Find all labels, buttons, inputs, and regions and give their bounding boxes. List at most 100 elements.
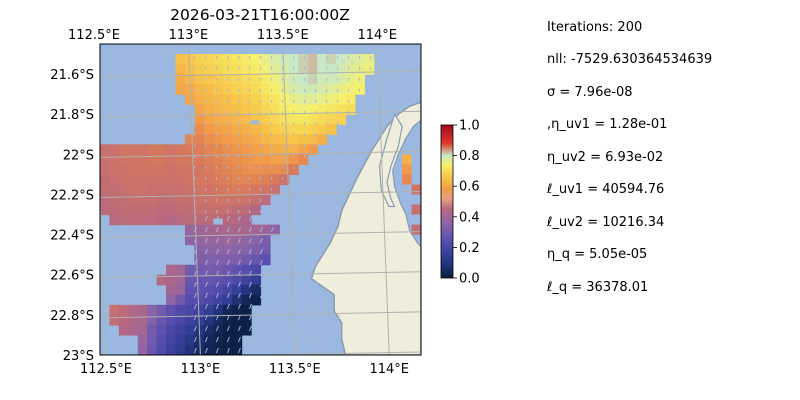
field-cell: [222, 54, 233, 65]
field-cell: [156, 154, 167, 165]
field-cell: [317, 64, 328, 75]
velocity-arrow: [292, 259, 296, 266]
field-cell: [232, 344, 243, 355]
field-cell: [260, 174, 271, 186]
field-cell: [213, 324, 224, 336]
velocity-arrow: [325, 325, 329, 332]
field-cell: [232, 224, 243, 236]
field-cell: [279, 124, 290, 135]
param-eta-uv1: ,η_uv1 = 1.28e-01: [547, 117, 668, 132]
field-cell: [194, 164, 205, 176]
field-cell: [100, 164, 111, 176]
field-cell: [232, 84, 243, 95]
field-cell: [147, 344, 158, 355]
field-cell: [279, 94, 290, 105]
field-cell: [147, 304, 158, 316]
field-cell: [222, 204, 233, 216]
field-cell: [279, 154, 290, 165]
field-cell: [194, 64, 205, 75]
field-cell: [213, 224, 224, 236]
field-cell: [222, 154, 233, 165]
velocity-arrow: [303, 237, 307, 244]
field-cell: [128, 304, 139, 316]
field-cell: [109, 154, 120, 165]
field-cell: [222, 274, 233, 286]
field-cell: [213, 104, 224, 115]
field-cell: [260, 154, 271, 165]
field-cell: [251, 294, 262, 306]
field-cell: [166, 184, 177, 196]
field-cell: [241, 214, 252, 226]
field-cell: [128, 324, 139, 336]
field-cell: [137, 184, 148, 196]
field-cell: [298, 104, 309, 115]
field-cell: [251, 124, 262, 135]
field-cell: [269, 184, 280, 196]
velocity-arrow: [237, 292, 241, 299]
velocity-arrow: [270, 237, 274, 244]
velocity-arrow: [259, 303, 263, 310]
grid-line-horizontal: [100, 190, 421, 198]
field-cell: [298, 114, 309, 125]
param-eta-uv2: η_uv2 = 6.93e-02: [547, 150, 664, 165]
colorbar-tick-label: 0.6: [459, 180, 480, 195]
grid-line-horizontal: [100, 70, 421, 78]
gulf-field-cells: [402, 154, 421, 235]
field-cell: [232, 174, 243, 186]
field-cell: [241, 64, 252, 75]
velocity-arrow: [270, 226, 274, 233]
field-cell: [156, 274, 167, 286]
velocity-arrow: [270, 215, 274, 222]
water-patch: [251, 120, 259, 125]
velocity-arrow: [193, 325, 197, 332]
field-cell: [194, 114, 205, 125]
field-cell: [118, 194, 129, 206]
velocity-arrow: [259, 215, 263, 222]
water-patches: [213, 120, 259, 225]
field-cell: [222, 234, 233, 246]
field-cell: [203, 154, 214, 165]
field-cell: [203, 144, 214, 155]
field-cell: [175, 304, 186, 316]
field-cell: [184, 294, 196, 306]
field-cell: [175, 214, 186, 226]
field-cell: [260, 244, 271, 256]
field-cell: [184, 334, 196, 346]
field-cell: [241, 284, 252, 296]
velocity-arrow: [325, 215, 329, 222]
field-cell: [184, 194, 196, 206]
field-cell: [109, 174, 120, 186]
field-cell: [184, 144, 196, 155]
field-cell: [175, 154, 186, 165]
field-cell: [222, 284, 233, 296]
grid-line-horizontal: [233, 351, 421, 355]
field-cell: [241, 74, 252, 85]
field-cell: [203, 324, 214, 336]
velocity-arrow: [259, 226, 263, 233]
velocity-arrow: [325, 237, 329, 244]
velocity-arrow: [215, 281, 219, 288]
field-cell: [317, 54, 328, 65]
field-cell: [269, 114, 280, 125]
field-cell: [288, 164, 299, 176]
field-cell: [232, 144, 243, 155]
velocity-arrow: [303, 248, 307, 255]
field-cell: [241, 264, 252, 276]
param-ell-uv1: ℓ_uv1 = 40594.76: [547, 182, 665, 197]
colorbar-tick-label: 0.4: [459, 210, 480, 225]
velocity-arrow: [204, 303, 208, 310]
field-cell: [203, 314, 214, 326]
field-cell: [128, 164, 139, 176]
field-cell: [118, 154, 129, 165]
field-cell: [137, 154, 148, 165]
field-cell: [166, 334, 177, 346]
y-ticks: 21.6°S 21.8°S 22°S 22.2°S 22.4°S 22.6°S 22.8°S…: [50, 68, 94, 364]
field-cell: [260, 164, 271, 176]
velocity-arrow: [336, 325, 340, 332]
field-cell: [166, 264, 177, 276]
velocity-arrow: [314, 336, 318, 343]
field-cell: [109, 314, 120, 326]
field-cell: [213, 284, 224, 296]
field-cell: [156, 314, 167, 326]
field-cell: [232, 234, 243, 246]
